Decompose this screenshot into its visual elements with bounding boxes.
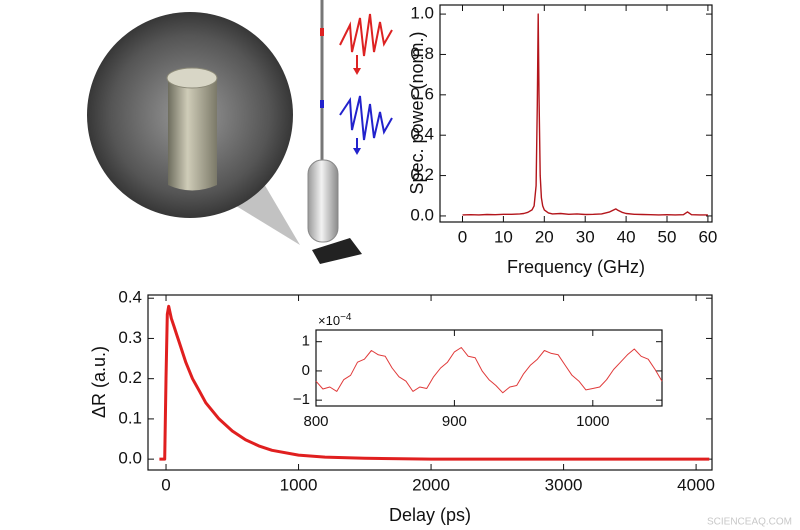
- y-tick-label: 0.2: [410, 165, 434, 184]
- x-tick-label: 1000: [576, 413, 609, 430]
- y-tick-label: 0.2: [118, 368, 142, 387]
- y-tick-label: −1: [293, 391, 310, 408]
- y-tick-label: 0.0: [410, 205, 434, 224]
- y-tick-label: 0.0: [118, 449, 142, 468]
- x-tick-label: 30: [576, 227, 595, 246]
- illustration: [87, 0, 393, 264]
- watermark: SCIENCEAQ.COM: [707, 517, 792, 528]
- y-tick-label: 0.3: [118, 328, 142, 347]
- y-scale-label: ×10−4: [318, 312, 352, 329]
- chip: [312, 238, 362, 264]
- x-tick-label: 2000: [412, 475, 450, 494]
- y-tick-label: 1.0: [410, 4, 434, 23]
- x-axis-label: Delay (ps): [389, 505, 471, 525]
- pillar-top: [166, 67, 218, 89]
- y-tick-label: 0.8: [410, 44, 434, 63]
- y-tick-label: 0.4: [410, 125, 434, 144]
- pillar: [168, 78, 217, 191]
- y-scale-exponent: −4: [340, 312, 352, 323]
- x-tick-label: 1000: [280, 475, 318, 494]
- arrow-blue-head: [353, 148, 361, 155]
- data-line: [159, 304, 710, 461]
- y-axis-label: Spec. power (norm.): [407, 31, 427, 194]
- x-tick-label: 4000: [677, 475, 715, 494]
- y-tick-label: 0.4: [118, 288, 142, 307]
- data-line: [315, 347, 663, 394]
- data-line: [462, 13, 708, 216]
- plot-frame: [439, 4, 713, 223]
- x-tick-label: 60: [698, 227, 717, 246]
- y-tick-label: 0.1: [118, 408, 142, 427]
- x-tick-label: 900: [442, 413, 467, 430]
- x-tick-label: 20: [535, 227, 554, 246]
- wave-blue: [339, 95, 393, 141]
- x-tick-label: 0: [161, 475, 170, 494]
- arrow-red-head: [353, 68, 361, 75]
- x-axis-label: Frequency (GHz): [507, 257, 645, 277]
- x-tick-label: 40: [617, 227, 636, 246]
- x-tick-label: 3000: [545, 475, 583, 494]
- y-axis-label: ΔR (a.u.): [89, 346, 109, 418]
- fiber-mark-blue: [320, 100, 324, 108]
- y-scale-base: ×10: [318, 313, 340, 328]
- plot-frame: [315, 329, 663, 407]
- x-tick-label: 800: [303, 413, 328, 430]
- y-tick-label: 0.6: [410, 84, 434, 103]
- x-tick-label: 10: [494, 227, 513, 246]
- y-tick-label: 1: [302, 333, 310, 350]
- x-tick-label: 50: [658, 227, 677, 246]
- x-tick-label: 0: [458, 227, 467, 246]
- fiber-mark-red: [320, 28, 324, 36]
- probe-capsule: [307, 159, 339, 243]
- y-tick-label: 0: [302, 362, 310, 379]
- wave-red: [339, 13, 393, 57]
